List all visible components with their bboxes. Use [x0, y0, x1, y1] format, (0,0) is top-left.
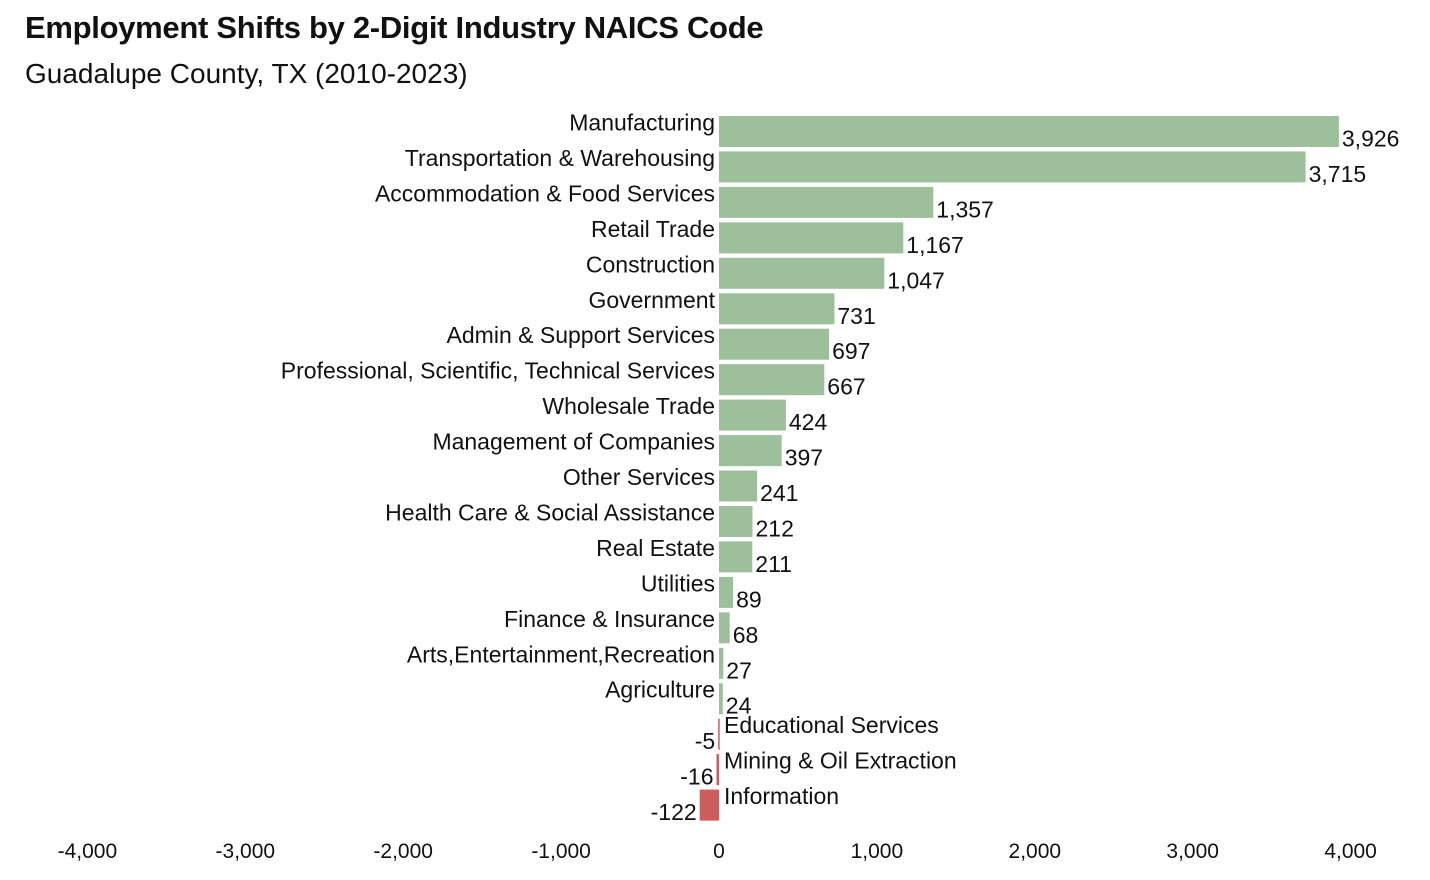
category-label-information: Information	[724, 783, 839, 809]
value-label-government: 731	[837, 303, 875, 329]
x-tick-label: 1,000	[851, 840, 904, 863]
value-label-arts-entertainment-recreation: 27	[726, 657, 752, 683]
category-label-utilities: Utilities	[641, 570, 715, 596]
x-tick-label: -3,000	[216, 840, 276, 863]
x-tick-label: 4,000	[1324, 840, 1377, 863]
value-label-professional-scientific-technical-services: 667	[827, 374, 865, 400]
bars-layer	[699, 116, 1339, 821]
bar-professional-scientific-technical-services	[719, 364, 825, 396]
bar-government	[719, 293, 835, 325]
bar-other-services	[719, 470, 758, 502]
bar-admin-support-services	[719, 328, 830, 360]
bar-wholesale-trade	[719, 399, 786, 431]
value-label-admin-support-services: 697	[832, 338, 870, 364]
x-tick-label: -4,000	[58, 840, 118, 863]
category-label-retail-trade: Retail Trade	[591, 216, 715, 242]
bar-health-care-social-assistance	[719, 506, 753, 537]
category-labels: Manufacturing Transportation & Warehousin…	[281, 110, 957, 810]
bar-real-estate	[719, 541, 753, 573]
bar-agriculture	[719, 683, 723, 715]
value-label-health-care-social-assistance: 212	[756, 516, 794, 542]
value-label-finance-insurance: 68	[733, 622, 759, 648]
bar-arts-entertainment-recreation	[719, 647, 724, 679]
value-label-real-estate: 211	[755, 551, 792, 577]
x-axis: -4,000 -3,000 -2,000 -1,000 0 1,000 2,000 3,000…	[58, 840, 1377, 863]
value-label-wholesale-trade: 424	[789, 409, 828, 435]
chart-subtitle: Guadalupe County, TX (2010-2023)	[25, 58, 468, 89]
category-label-professional-scientific-technical-services: Professional, Scientific, Technical Serv…	[281, 358, 715, 384]
value-label-agriculture: 24	[726, 693, 752, 719]
x-tick-label: 0	[713, 840, 725, 863]
bar-utilities	[719, 576, 734, 608]
x-tick-label: -1,000	[531, 840, 591, 863]
value-label-construction: 1,047	[887, 267, 945, 293]
bar-educational-services	[718, 718, 720, 750]
value-label-retail-trade: 1,167	[906, 232, 964, 258]
category-label-health-care-social-assistance: Health Care & Social Assistance	[385, 500, 715, 526]
category-label-educational-services: Educational Services	[724, 712, 939, 738]
category-label-admin-support-services: Admin & Support Services	[447, 322, 715, 348]
x-tick-label: 3,000	[1166, 840, 1219, 863]
bar-mining-oil-extraction	[716, 754, 719, 786]
category-label-management-of-companies: Management of Companies	[432, 429, 715, 455]
bar-finance-insurance	[719, 612, 730, 644]
value-label-transportation-warehousing: 3,715	[1309, 161, 1367, 187]
bar-accommodation-food-services	[719, 186, 934, 218]
value-label-management-of-companies: 397	[785, 445, 823, 471]
category-label-accommodation-food-services: Accommodation & Food Services	[375, 180, 715, 206]
value-label-utilities: 89	[736, 586, 762, 612]
bar-information	[699, 789, 719, 821]
x-tick-label: -2,000	[373, 840, 433, 863]
category-label-wholesale-trade: Wholesale Trade	[542, 393, 715, 419]
value-label-mining-oil-extraction: -16	[680, 764, 713, 790]
category-label-mining-oil-extraction: Mining & Oil Extraction	[724, 748, 957, 774]
category-label-manufacturing: Manufacturing	[569, 110, 715, 136]
category-label-transportation-warehousing: Transportation & Warehousing	[405, 145, 715, 171]
bar-manufacturing	[719, 116, 1339, 147]
category-label-other-services: Other Services	[563, 464, 715, 490]
chart-title: Employment Shifts by 2-Digit Industry NA…	[25, 10, 764, 45]
value-label-educational-services: -5	[695, 728, 715, 754]
bar-retail-trade	[719, 222, 904, 254]
x-tick-label: 2,000	[1009, 840, 1062, 863]
category-label-finance-insurance: Finance & Insurance	[504, 606, 715, 632]
category-label-construction: Construction	[586, 251, 715, 277]
category-label-arts-entertainment-recreation: Arts,Entertainment,Recreation	[407, 641, 715, 667]
category-label-agriculture: Agriculture	[605, 677, 715, 703]
value-label-information: -122	[651, 799, 697, 825]
value-label-accommodation-food-services: 1,357	[936, 196, 994, 222]
category-label-government: Government	[588, 287, 715, 313]
category-label-real-estate: Real Estate	[596, 535, 715, 561]
bar-transportation-warehousing	[719, 151, 1306, 183]
value-label-other-services: 241	[760, 480, 798, 506]
value-label-manufacturing: 3,926	[1342, 126, 1400, 152]
bar-construction	[719, 257, 885, 289]
value-labels: 3,926 3,715 1,357 1,167 1,047 731 697 667 424 397…	[651, 126, 1400, 826]
bar-management-of-companies	[719, 435, 782, 467]
